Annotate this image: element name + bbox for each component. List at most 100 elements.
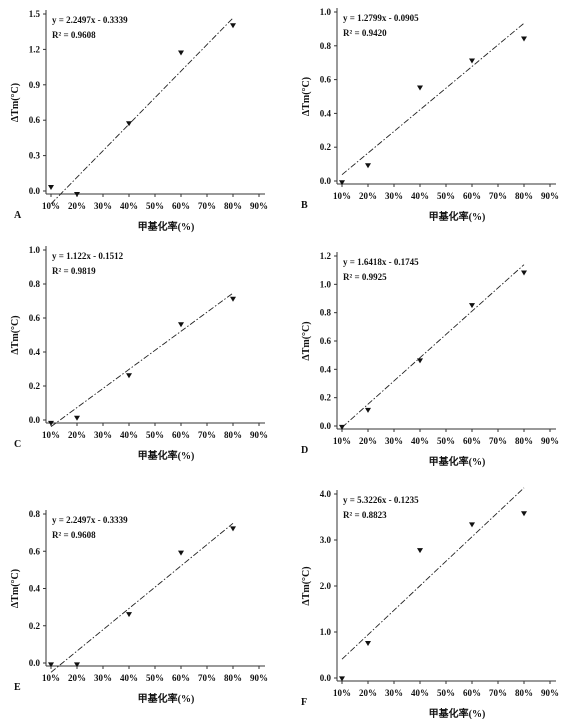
x-tick-label: 40%: [411, 191, 429, 201]
r-squared-label: R² = 0.8823: [343, 510, 387, 520]
x-tick-label: 70%: [198, 201, 216, 211]
x-tick-label: 30%: [94, 673, 112, 683]
y-tick-label: 1.0: [320, 627, 332, 637]
chart-panel-f: 0.0 1.0 2.0 3.0 4.0 10% 20% 30% 40% 50% 60% 70% 80% 9…: [301, 487, 559, 720]
data-point: [74, 192, 80, 198]
panel-label: D: [301, 445, 308, 456]
data-point: [74, 662, 80, 668]
data-point: [417, 358, 423, 364]
data-point: [126, 121, 132, 127]
x-tick-label: 90%: [541, 688, 559, 698]
x-tick-label: 60%: [463, 191, 481, 201]
data-point: [521, 511, 527, 517]
x-tick-label: 50%: [146, 430, 164, 440]
data-point: [339, 424, 345, 430]
y-tick-label: 0.8: [320, 308, 332, 318]
y-tick-label: 0.0: [320, 176, 332, 186]
trend-line: [50, 17, 234, 205]
x-tick-label: 90%: [250, 430, 268, 440]
chart-panel-b: 0.0 0.2 0.4 0.6 0.8 1.0 10% 20% 30% 40% 50% 60% 70% 8…: [301, 7, 559, 223]
y-axis-title: ΔTm(°C): [10, 315, 21, 354]
r-squared-label: R² = 0.9608: [52, 530, 96, 540]
regression-equation: y = 1.2799x - 0.0905: [343, 13, 419, 23]
y-tick-label: 0.4: [29, 584, 41, 594]
trend-line: [50, 522, 234, 673]
data-point: [178, 550, 184, 556]
panel-label: E: [14, 682, 21, 693]
data-point: [365, 163, 371, 169]
x-tick-label: 20%: [68, 430, 86, 440]
y-tick-label: 0.8: [320, 41, 332, 51]
data-point: [126, 612, 132, 618]
x-tick-label: 90%: [541, 191, 559, 201]
data-point: [521, 36, 527, 42]
x-tick-label: 10%: [333, 436, 351, 446]
y-axis-title: ΔTm(°C): [301, 77, 312, 116]
regression-equation: y = 5.3226x - 0.1235: [343, 495, 419, 505]
y-tick-label: 0.6: [320, 336, 332, 346]
r-squared-label: R² = 0.9420: [343, 28, 387, 38]
x-tick-label: 60%: [172, 430, 190, 440]
data-point: [126, 373, 132, 379]
y-axis-title: ΔTm(°C): [301, 321, 312, 360]
x-tick-label: 70%: [489, 191, 507, 201]
y-axis-title: ΔTm(°C): [301, 566, 312, 605]
y-tick-label: 0.2: [29, 381, 41, 391]
x-tick-label: 70%: [489, 688, 507, 698]
y-tick-label: 0.6: [29, 546, 41, 556]
y-tick-label: 3.0: [320, 535, 332, 545]
regression-equation: y = 1.122x - 0.1512: [52, 251, 124, 261]
x-tick-label: 30%: [385, 436, 403, 446]
x-tick-label: 80%: [224, 201, 242, 211]
x-tick-label: 40%: [120, 430, 138, 440]
x-tick-label: 60%: [463, 436, 481, 446]
x-tick-label: 30%: [94, 430, 112, 440]
data-point: [178, 50, 184, 56]
x-tick-label: 90%: [250, 673, 268, 683]
y-tick-label: 0.0: [320, 673, 332, 683]
x-tick-label: 30%: [94, 201, 112, 211]
x-tick-label: 50%: [146, 673, 164, 683]
r-squared-label: R² = 0.9608: [52, 30, 96, 40]
y-tick-label: 0.9: [29, 80, 41, 90]
y-tick-label: 1.0: [320, 279, 332, 289]
data-point: [469, 303, 475, 309]
x-tick-label: 20%: [359, 436, 377, 446]
x-tick-label: 80%: [515, 436, 533, 446]
r-squared-label: R² = 0.9819: [52, 266, 96, 276]
y-tick-label: 0.8: [29, 279, 41, 289]
data-point: [230, 296, 236, 302]
x-tick-label: 10%: [42, 201, 60, 211]
y-tick-label: 4.0: [320, 489, 332, 499]
y-tick-label: 0.2: [29, 621, 41, 631]
regression-equation: y = 1.6418x - 0.1745: [343, 257, 419, 267]
y-tick-label: 0.2: [320, 142, 332, 152]
y-tick-label: 1.2: [320, 251, 332, 261]
y-tick-label: 0.0: [320, 421, 332, 431]
y-tick-label: 0.0: [29, 658, 41, 668]
data-point: [417, 548, 423, 554]
y-tick-label: 0.6: [320, 75, 332, 85]
x-tick-label: 10%: [333, 688, 351, 698]
x-tick-label: 40%: [411, 688, 429, 698]
y-tick-label: 0.3: [29, 151, 41, 161]
data-point: [230, 526, 236, 532]
x-tick-label: 50%: [437, 436, 455, 446]
data-point: [365, 407, 371, 413]
data-point: [365, 641, 371, 646]
y-tick-label: 1.0: [320, 7, 332, 17]
data-point: [469, 522, 475, 528]
y-tick-label: 1.2: [29, 44, 41, 54]
x-tick-label: 20%: [68, 201, 86, 211]
y-tick-label: 0.4: [320, 364, 332, 374]
x-tick-label: 80%: [224, 430, 242, 440]
x-tick-label: 30%: [385, 191, 403, 201]
trend-line: [341, 22, 525, 176]
panel-label: B: [301, 200, 308, 211]
data-point: [74, 415, 80, 421]
chart-panel-e: 0.0 0.2 0.4 0.6 0.8 10% 20% 30% 40% 50% 60% 70% 80% 9…: [10, 509, 268, 705]
data-point: [178, 322, 184, 328]
y-tick-label: 0.4: [320, 108, 332, 118]
x-axis-title: 甲基化率(%): [138, 220, 195, 233]
y-tick-label: 0.6: [29, 313, 41, 323]
